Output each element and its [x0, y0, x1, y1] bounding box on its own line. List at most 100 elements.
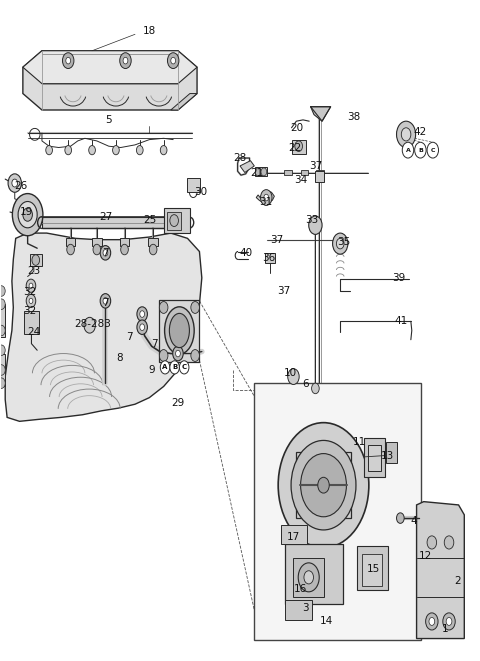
- Text: 1: 1: [442, 625, 448, 635]
- Circle shape: [140, 324, 144, 330]
- Polygon shape: [255, 167, 267, 176]
- Bar: [24, 311, 38, 334]
- Circle shape: [446, 617, 452, 625]
- Circle shape: [291, 440, 356, 530]
- Circle shape: [46, 145, 52, 155]
- Text: A: A: [162, 364, 168, 370]
- Circle shape: [66, 58, 71, 64]
- Circle shape: [336, 239, 344, 249]
- Circle shape: [427, 536, 437, 549]
- Circle shape: [318, 477, 329, 493]
- Text: A: A: [406, 147, 410, 153]
- Circle shape: [333, 233, 348, 254]
- Circle shape: [0, 378, 5, 389]
- Text: 21: 21: [250, 167, 264, 178]
- Bar: [315, 171, 324, 182]
- Bar: [284, 170, 291, 175]
- Polygon shape: [5, 233, 202, 421]
- Text: 20: 20: [291, 123, 304, 133]
- Circle shape: [120, 53, 131, 69]
- Polygon shape: [23, 51, 197, 84]
- Circle shape: [170, 361, 180, 374]
- Circle shape: [136, 145, 143, 155]
- Text: 31: 31: [260, 197, 273, 207]
- Circle shape: [137, 307, 147, 321]
- Bar: [293, 558, 324, 597]
- Circle shape: [309, 216, 322, 235]
- Circle shape: [159, 350, 168, 362]
- Circle shape: [429, 617, 435, 625]
- Circle shape: [191, 301, 199, 313]
- Bar: [281, 525, 307, 545]
- Text: 14: 14: [320, 617, 334, 627]
- Text: 34: 34: [294, 175, 308, 186]
- Ellipse shape: [169, 313, 190, 348]
- Circle shape: [67, 245, 74, 254]
- Circle shape: [264, 194, 269, 201]
- Circle shape: [0, 286, 5, 296]
- Circle shape: [103, 250, 108, 256]
- Text: 38: 38: [347, 112, 360, 122]
- Text: 10: 10: [284, 368, 297, 377]
- Text: 36: 36: [262, 253, 275, 263]
- Text: 7: 7: [126, 332, 132, 342]
- Circle shape: [62, 53, 74, 69]
- Text: 24: 24: [27, 327, 40, 337]
- Circle shape: [89, 145, 96, 155]
- Circle shape: [140, 311, 144, 317]
- Circle shape: [120, 245, 128, 254]
- Bar: [30, 254, 42, 266]
- Circle shape: [149, 245, 157, 254]
- Polygon shape: [417, 502, 464, 639]
- Text: 27: 27: [99, 212, 112, 221]
- Circle shape: [180, 361, 189, 374]
- Ellipse shape: [165, 307, 194, 354]
- Text: 39: 39: [392, 273, 405, 283]
- Circle shape: [12, 179, 18, 187]
- Circle shape: [26, 279, 36, 292]
- Bar: [285, 600, 312, 620]
- Circle shape: [176, 350, 180, 357]
- Text: 11: 11: [353, 438, 366, 447]
- Circle shape: [415, 142, 426, 158]
- Text: 37: 37: [309, 161, 322, 171]
- Circle shape: [32, 254, 39, 265]
- Text: C: C: [431, 147, 435, 153]
- Circle shape: [304, 570, 313, 584]
- Text: 7: 7: [151, 338, 157, 348]
- Circle shape: [65, 145, 72, 155]
- Circle shape: [170, 215, 179, 227]
- Circle shape: [29, 283, 33, 288]
- Bar: [386, 442, 396, 463]
- Circle shape: [173, 346, 183, 361]
- Text: 16: 16: [294, 584, 307, 594]
- Text: B: B: [172, 364, 177, 370]
- Text: 22: 22: [288, 143, 301, 153]
- Polygon shape: [0, 304, 5, 337]
- Circle shape: [171, 58, 176, 64]
- Polygon shape: [311, 106, 331, 121]
- Circle shape: [0, 325, 5, 336]
- Bar: [357, 546, 388, 590]
- Circle shape: [312, 383, 319, 394]
- Circle shape: [160, 361, 170, 374]
- Text: 4: 4: [410, 516, 417, 526]
- Text: 18: 18: [143, 26, 156, 36]
- Bar: [159, 299, 199, 362]
- Bar: [316, 170, 324, 175]
- Text: 7: 7: [102, 298, 109, 308]
- Circle shape: [261, 168, 267, 176]
- Text: 3: 3: [302, 603, 309, 613]
- Text: 9: 9: [148, 365, 155, 375]
- Circle shape: [100, 293, 111, 308]
- Bar: [285, 545, 343, 603]
- Text: B: B: [418, 147, 423, 153]
- Text: 42: 42: [414, 127, 427, 137]
- Circle shape: [255, 168, 261, 176]
- Text: 25: 25: [144, 215, 157, 225]
- Circle shape: [100, 246, 111, 260]
- Bar: [120, 238, 129, 247]
- Text: 15: 15: [367, 564, 380, 574]
- Circle shape: [426, 613, 438, 630]
- Bar: [66, 238, 75, 247]
